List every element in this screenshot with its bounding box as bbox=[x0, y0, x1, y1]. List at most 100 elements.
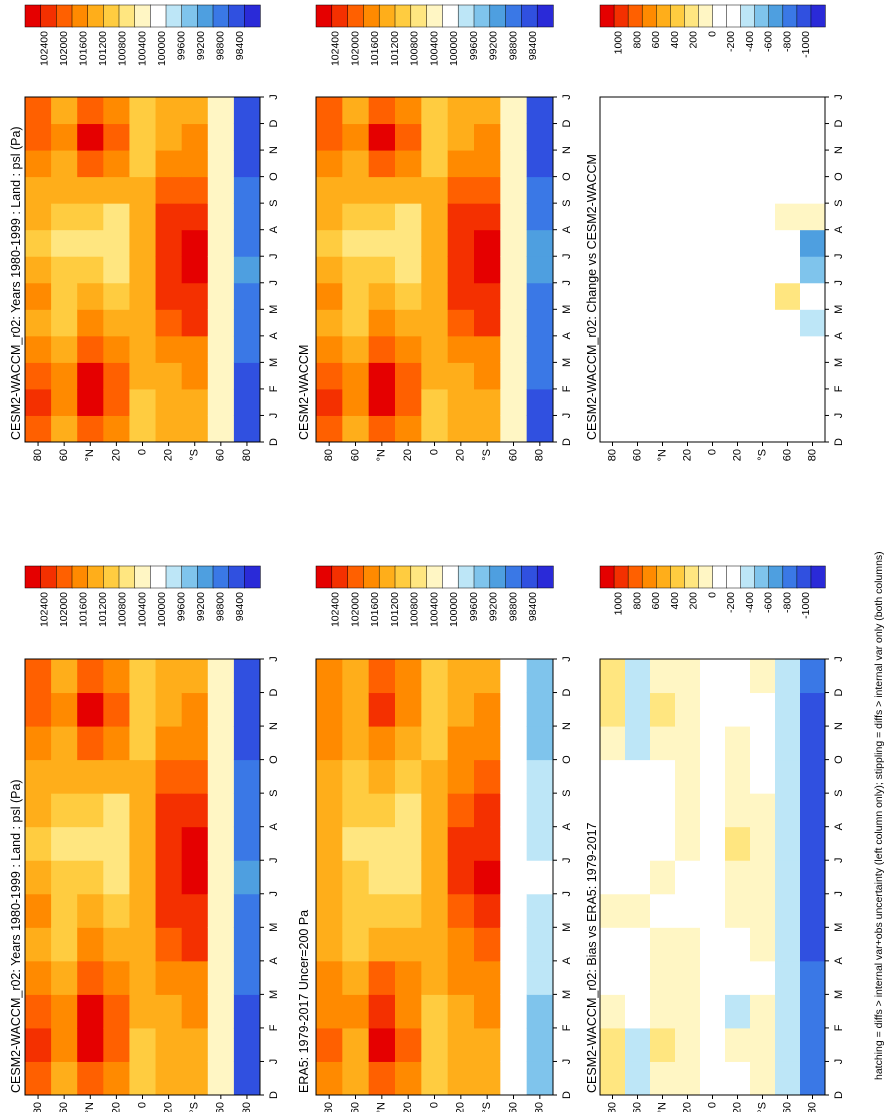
lat-tick-label: °N bbox=[84, 449, 96, 461]
heatmap-cell bbox=[474, 726, 501, 761]
month-tick-label: J bbox=[561, 94, 573, 100]
heatmap-cell bbox=[775, 893, 801, 928]
heatmap-cell bbox=[775, 1061, 801, 1096]
month-tick-label: M bbox=[561, 990, 573, 999]
heatmap-cell bbox=[526, 692, 554, 727]
heatmap-cell bbox=[625, 176, 651, 204]
month-tick-label: M bbox=[561, 358, 573, 367]
heatmap-cell bbox=[725, 659, 751, 694]
heatmap-cell bbox=[316, 759, 343, 794]
colorbar-label: -800 bbox=[781, 31, 793, 52]
heatmap-cell bbox=[800, 793, 826, 828]
lat-tick-label: 60 bbox=[58, 449, 70, 461]
heatmap-cell bbox=[775, 860, 801, 895]
heatmap-cell bbox=[368, 759, 396, 794]
heatmap-cell bbox=[675, 759, 701, 794]
colorbar-label: 102000 bbox=[58, 31, 70, 66]
heatmap-cell bbox=[800, 335, 826, 363]
heatmap-cell bbox=[395, 309, 422, 337]
heatmap-cell bbox=[342, 1027, 370, 1062]
colorbar-swatch bbox=[442, 565, 459, 589]
heatmap-cell bbox=[368, 994, 396, 1029]
month-tick-label: A bbox=[833, 822, 845, 830]
month-tick-label: S bbox=[833, 789, 845, 796]
heatmap-cell bbox=[103, 927, 130, 962]
heatmap-cell bbox=[800, 256, 826, 284]
heatmap-cell bbox=[207, 150, 235, 178]
month-tick-label: J bbox=[833, 280, 845, 286]
heatmap-cell bbox=[103, 150, 130, 178]
heatmap-cell bbox=[207, 860, 235, 895]
heatmap-cell bbox=[25, 726, 52, 761]
lat-tick-label: 20 bbox=[163, 1102, 175, 1112]
heatmap-cell bbox=[51, 123, 78, 151]
heatmap-cell bbox=[421, 335, 449, 363]
heatmap-cell bbox=[103, 229, 130, 257]
heatmap-cell bbox=[800, 203, 826, 231]
heatmap-cell bbox=[181, 659, 209, 694]
heatmap-cell bbox=[25, 203, 52, 231]
heatmap-cell bbox=[800, 309, 826, 337]
heatmap-cell bbox=[775, 759, 801, 794]
colorbar-label: 0 bbox=[706, 31, 718, 37]
heatmap-cell bbox=[500, 362, 528, 390]
heatmap-cell bbox=[474, 388, 501, 416]
heatmap-cell bbox=[77, 256, 104, 284]
month-tick-label: J bbox=[561, 253, 573, 259]
heatmap-cell bbox=[650, 759, 676, 794]
colorbar-swatch bbox=[71, 565, 89, 589]
colorbar-absolute: 102400 102000 101600 101200 100800 100400 1000… bbox=[24, 4, 261, 66]
heatmap-cell bbox=[750, 309, 776, 337]
heatmap-cell bbox=[368, 362, 396, 390]
heatmap-cell bbox=[103, 123, 130, 151]
heatmap-cell bbox=[129, 793, 157, 828]
colorbar-swatch bbox=[118, 4, 136, 28]
colorbar-swatch bbox=[410, 565, 428, 589]
heatmap-cell bbox=[600, 388, 626, 416]
heatmap-cell bbox=[342, 229, 370, 257]
heatmap-cell bbox=[650, 282, 676, 310]
colorbar-swatch bbox=[56, 4, 73, 28]
heatmap-cell bbox=[51, 659, 78, 694]
heatmap-cell bbox=[675, 203, 701, 231]
month-tick-label: A bbox=[561, 822, 573, 830]
heatmap-cell bbox=[103, 759, 130, 794]
heatmap-cell bbox=[447, 726, 475, 761]
heatmap-cell bbox=[700, 1027, 726, 1062]
heatmap-cell bbox=[474, 309, 501, 337]
heatmap-cell bbox=[725, 893, 751, 928]
heatmap-cell bbox=[526, 309, 554, 337]
heatmap-cell bbox=[342, 759, 370, 794]
lat-tick-label: 60 bbox=[215, 449, 227, 461]
heatmap-cell bbox=[155, 176, 183, 204]
heatmap-cell bbox=[395, 335, 422, 363]
heatmap-cell bbox=[750, 692, 776, 727]
heatmap-cell bbox=[600, 659, 626, 694]
month-tick-label: D bbox=[268, 1091, 280, 1099]
colorbar-label: 100400 bbox=[136, 31, 148, 66]
heatmap-cell bbox=[750, 123, 776, 151]
colorbar-label: 98800 bbox=[215, 592, 227, 621]
heatmap-cell bbox=[526, 927, 554, 962]
heatmap-cell bbox=[775, 994, 801, 1029]
colorbar-label: 100800 bbox=[117, 592, 129, 627]
heatmap-cell bbox=[421, 256, 449, 284]
heatmap-cell bbox=[800, 229, 826, 257]
colorbar-swatch bbox=[150, 4, 167, 28]
heatmap-cell bbox=[500, 176, 528, 204]
heatmap-cell bbox=[181, 335, 209, 363]
heatmap-cell bbox=[103, 793, 130, 828]
heatmap-cell bbox=[775, 176, 801, 204]
heatmap-cell bbox=[600, 362, 626, 390]
heatmap-cell bbox=[77, 927, 104, 962]
heatmap-cell bbox=[421, 692, 449, 727]
heatmap-cell bbox=[600, 229, 626, 257]
colorbar-label: 98400 bbox=[234, 592, 246, 621]
heatmap-cell bbox=[342, 203, 370, 231]
colorbar-swatch bbox=[394, 565, 412, 589]
heatmap-cell bbox=[51, 203, 78, 231]
heatmap-cell bbox=[750, 282, 776, 310]
heatmap-cell bbox=[207, 362, 235, 390]
heatmap-cell bbox=[233, 927, 261, 962]
month-tick-label: D bbox=[833, 689, 845, 697]
